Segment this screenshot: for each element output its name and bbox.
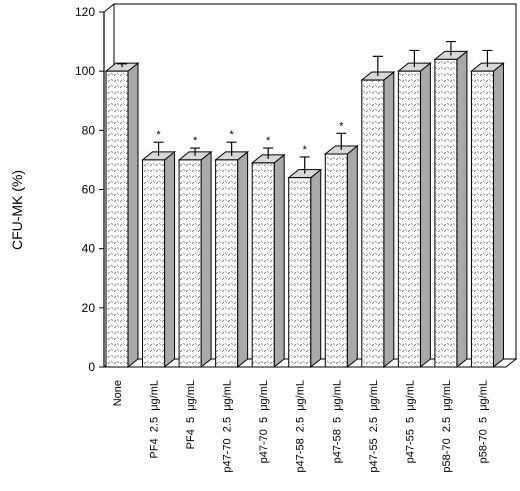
bar (324, 153, 348, 368)
bar-side (200, 150, 212, 369)
significance-marker: * (339, 120, 344, 132)
error-bar (299, 156, 310, 174)
significance-marker: * (193, 135, 198, 147)
bar (251, 162, 275, 368)
bar-side (310, 168, 322, 369)
bar-side (346, 144, 358, 369)
x-tick-label: p47-70 2.5 μg/mL (222, 380, 234, 473)
bar (288, 177, 312, 368)
significance-marker: * (303, 144, 308, 156)
y-axis-depth (103, 3, 115, 13)
bar-side (164, 150, 176, 369)
y-tick-label: 20 (82, 301, 96, 315)
significance-marker: * (156, 129, 161, 141)
error-bar (336, 132, 347, 150)
error-bar (226, 141, 237, 156)
bar-side (492, 62, 504, 369)
y-tick-label: 100 (75, 64, 95, 78)
error-bar (190, 147, 201, 156)
x-tick-label: None (112, 380, 124, 406)
bar (361, 79, 385, 368)
x-tick-label: p58-70 2.5 μg/mL (441, 380, 453, 473)
bar-side (127, 62, 139, 369)
significance-marker: * (229, 129, 234, 141)
x-tick-label: PF4 2.5 μg/mL (149, 380, 161, 458)
error-bar (372, 55, 383, 77)
bar (105, 70, 129, 368)
x-tick-label: p47-70 5 μg/mL (258, 380, 270, 463)
y-tick-label: 80 (82, 123, 96, 137)
error-bar (117, 63, 127, 68)
bar (434, 58, 458, 368)
significance-marker: * (266, 135, 271, 147)
error-bar (409, 49, 420, 68)
y-axis-label: CFU-MK (%) (9, 170, 25, 250)
x-tick-label: p47-58 5 μg/mL (331, 380, 343, 463)
bar (470, 70, 494, 368)
x-tick-label: p47-55 5 μg/mL (404, 380, 416, 463)
y-tick-label: 120 (75, 5, 95, 19)
bar-side (237, 150, 249, 369)
bar (215, 159, 239, 368)
bar-side (273, 153, 285, 369)
bar-side (456, 50, 468, 369)
y-tick-label: 60 (82, 183, 96, 197)
bar (178, 159, 202, 368)
error-bar (482, 49, 493, 68)
x-tick-label: p58-70 5 μg/mL (477, 380, 489, 463)
y-tick-label: 40 (82, 242, 96, 256)
bar (397, 70, 421, 368)
x-tick-label: PF4 5 μg/mL (185, 380, 197, 449)
bar (142, 159, 166, 368)
error-bar (445, 40, 456, 56)
y-tick-label: 0 (88, 360, 95, 374)
bar-side (419, 62, 431, 369)
bar-side (383, 71, 395, 369)
x-tick-label: p47-58 2.5 μg/mL (295, 380, 307, 473)
x-tick-label: p47-55 2.5 μg/mL (368, 380, 380, 473)
error-bar (153, 141, 164, 156)
error-bar (263, 147, 274, 159)
